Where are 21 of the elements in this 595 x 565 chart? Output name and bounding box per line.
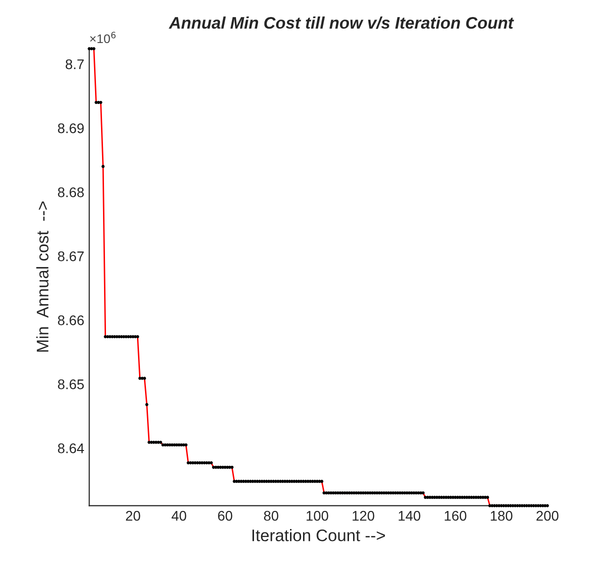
x-tick-label: 40 [172,510,186,521]
x-tick-label: 120 [352,510,374,521]
x-tick-label: 140 [398,510,420,521]
x-tick-label: 20 [126,510,140,521]
x-tick-label: 160 [444,510,466,521]
chart-title: Annual Min Cost till now v/s Iteration Count [168,16,514,29]
x-tick-label: 200 [536,510,558,521]
x-axis-title: Iteration Count --> [252,529,385,542]
x-tick-label: 100 [306,510,328,521]
y-tick-label: 8.7 [66,59,84,70]
y-tick-label: 8.67 [58,251,84,262]
text: ×10$^{6}$ [90,32,116,44]
x-tick-label: 80 [264,510,278,521]
y-tick-label: 8.64 [58,443,84,454]
y-axis-title: Min Annual cost --> [36,201,49,352]
y-tick-label: 8.68 [58,187,84,198]
x-tick-label: 180 [490,510,512,521]
y-tick-label: 8.66 [58,315,84,326]
y-tick-label: 8.69 [58,123,84,134]
x-tick-label: 60 [218,510,232,521]
y-tick-label: 8.65 [58,379,84,390]
